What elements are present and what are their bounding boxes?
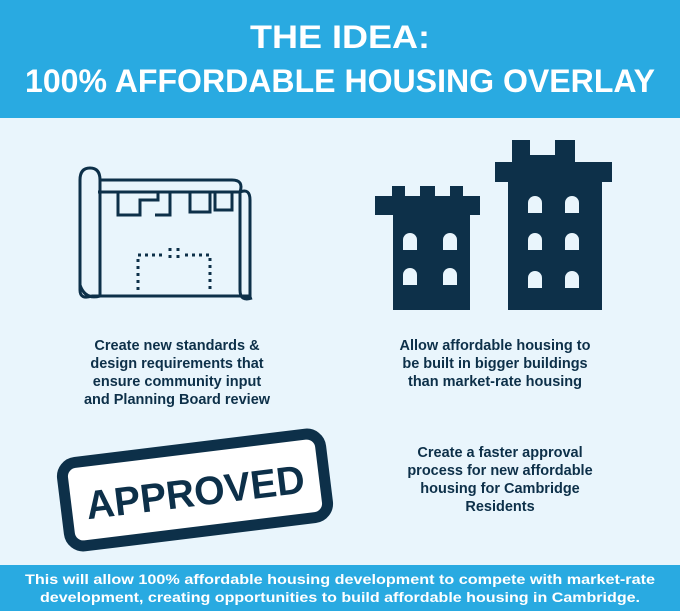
caption: design requirements that bbox=[90, 356, 263, 372]
caption: be built in bigger buildings bbox=[402, 356, 587, 372]
footer-banner bbox=[0, 565, 680, 611]
blueprint-icon bbox=[78, 166, 253, 301]
caption: Residents bbox=[465, 499, 534, 515]
caption: Create new standards & bbox=[94, 338, 260, 354]
caption: housing for Cambridge bbox=[420, 481, 580, 497]
caption: Create a faster approval bbox=[417, 445, 582, 461]
building-windows bbox=[403, 196, 579, 288]
caption: and Planning Board review bbox=[84, 392, 271, 408]
caption: ensure community input bbox=[93, 374, 262, 390]
header-title: 100% AFFORDABLE HOUSING OVERLAY bbox=[25, 63, 655, 99]
footer-text: development, creating opportunities to b… bbox=[40, 589, 640, 605]
header-title: THE IDEA: bbox=[250, 19, 430, 55]
footer-text: This will allow 100% affordable housing … bbox=[25, 571, 655, 587]
approved-stamp: APPROVED bbox=[56, 428, 334, 552]
caption: process for new affordable bbox=[407, 463, 592, 479]
caption: than market-rate housing bbox=[408, 374, 582, 390]
caption: Allow affordable housing to bbox=[400, 338, 591, 354]
header-banner bbox=[0, 0, 680, 118]
